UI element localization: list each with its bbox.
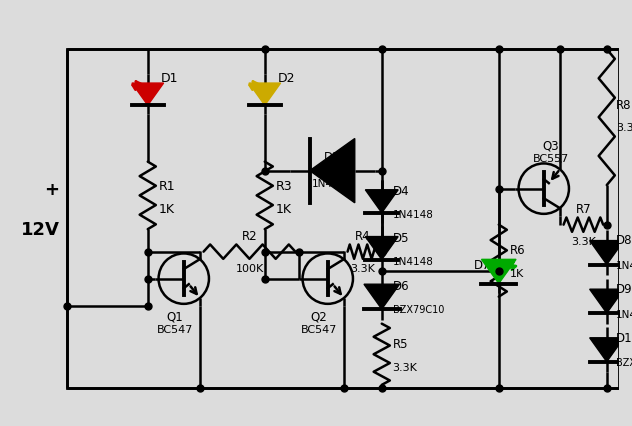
Text: 3.3K: 3.3K <box>616 122 632 132</box>
Text: R3: R3 <box>276 179 292 192</box>
Polygon shape <box>249 84 281 106</box>
Polygon shape <box>132 84 164 106</box>
Text: 1N4148: 1N4148 <box>392 256 434 266</box>
Text: D8: D8 <box>616 234 632 247</box>
Polygon shape <box>482 260 516 284</box>
Text: D7: D7 <box>473 258 490 271</box>
Text: D5: D5 <box>392 231 409 244</box>
Text: BC547: BC547 <box>157 324 193 334</box>
Text: R8: R8 <box>616 98 631 111</box>
Text: R2: R2 <box>241 230 257 242</box>
Text: 3.3K: 3.3K <box>350 263 375 273</box>
Text: BC547: BC547 <box>301 324 337 334</box>
Text: 3.3K: 3.3K <box>571 236 596 246</box>
Polygon shape <box>590 338 624 362</box>
Text: 3.3K: 3.3K <box>392 362 417 372</box>
Polygon shape <box>365 190 398 213</box>
Text: D3: D3 <box>324 150 341 163</box>
Text: Q1: Q1 <box>166 310 183 323</box>
Text: R7: R7 <box>576 202 591 216</box>
Text: 100K: 100K <box>235 263 264 273</box>
Text: R4: R4 <box>355 230 371 242</box>
Text: 1K: 1K <box>276 202 291 216</box>
Text: 1N4148: 1N4148 <box>392 209 434 219</box>
Polygon shape <box>310 139 355 203</box>
Polygon shape <box>365 237 398 260</box>
Text: 1N4148: 1N4148 <box>616 261 632 271</box>
Polygon shape <box>590 241 624 265</box>
Text: D1: D1 <box>161 72 178 85</box>
Text: D9: D9 <box>616 282 632 295</box>
Text: 1N4148: 1N4148 <box>312 179 353 189</box>
Text: BZX79C10: BZX79C10 <box>392 305 444 314</box>
Text: Q3: Q3 <box>543 140 559 153</box>
Text: R5: R5 <box>392 337 408 350</box>
Text: D6: D6 <box>392 280 409 293</box>
Text: BC557: BC557 <box>533 154 569 164</box>
Polygon shape <box>364 285 399 309</box>
Text: R6: R6 <box>509 244 525 257</box>
Text: 1K: 1K <box>509 269 524 279</box>
Text: BZX79C12: BZX79C12 <box>616 357 632 368</box>
Text: D10: D10 <box>616 331 632 344</box>
Text: D4: D4 <box>392 184 409 198</box>
Text: R1: R1 <box>159 179 175 192</box>
Text: 1N4148: 1N4148 <box>616 309 632 319</box>
Text: Q2: Q2 <box>310 310 327 323</box>
Text: 12V: 12V <box>21 221 59 239</box>
Polygon shape <box>590 290 624 314</box>
Text: D2: D2 <box>277 72 295 85</box>
Text: +: + <box>45 180 59 198</box>
Text: 1K: 1K <box>159 202 174 216</box>
